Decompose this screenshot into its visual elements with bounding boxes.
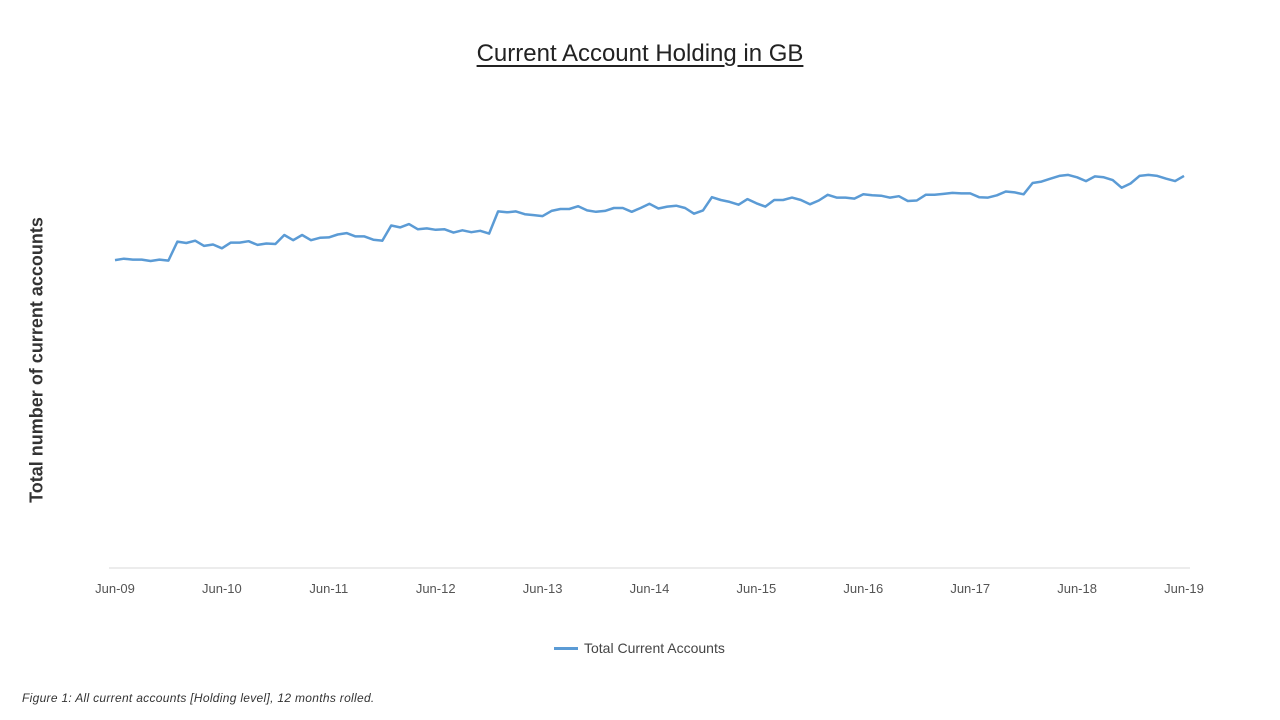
- x-tick-label: Jun-16: [843, 581, 883, 596]
- series-line: [114, 173, 1185, 263]
- legend-label: Total Current Accounts: [584, 640, 725, 656]
- x-tick-label: Jun-11: [309, 581, 348, 596]
- x-tick-label: Jun-18: [1057, 581, 1097, 596]
- legend: Total Current Accounts: [554, 640, 725, 656]
- chart-title: Current Account Holding in GB: [476, 40, 804, 67]
- x-tick-label: Jun-12: [416, 581, 456, 596]
- x-tick-label: Jun-13: [523, 581, 563, 596]
- x-tick-label: Jun-09: [95, 581, 135, 596]
- x-tick-label: Jun-15: [737, 581, 777, 596]
- x-tick-label: Jun-10: [202, 581, 242, 596]
- x-tick-label: Jun-17: [950, 581, 990, 596]
- x-tick-label: Jun-14: [630, 581, 670, 596]
- figure-caption: Figure 1: All current accounts [Holding …: [22, 691, 375, 705]
- legend-swatch: [554, 646, 578, 650]
- x-tick-label: Jun-19: [1164, 581, 1204, 596]
